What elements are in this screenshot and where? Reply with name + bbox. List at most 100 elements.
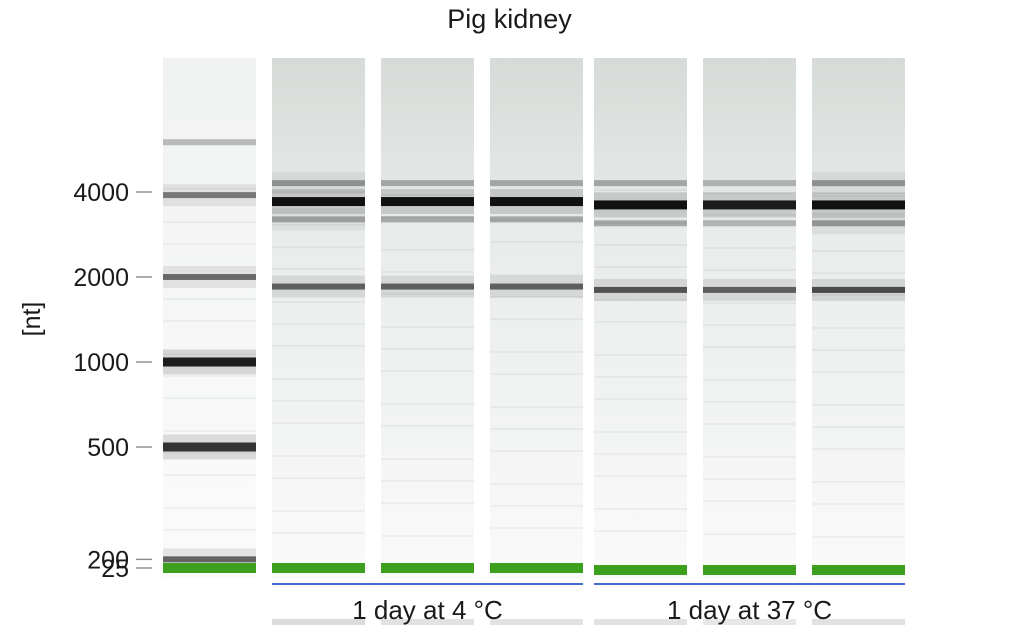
band (163, 274, 256, 280)
smear-line (703, 192, 796, 194)
y-tick-label-200: 200 (87, 546, 129, 574)
band (703, 286, 796, 293)
smear-line (272, 224, 365, 226)
band-halo (594, 278, 687, 287)
lane-background (812, 58, 905, 578)
smear-line (272, 455, 365, 457)
smear-line (594, 376, 687, 378)
smear-line (812, 250, 905, 252)
smear-line (163, 320, 256, 322)
band-halo (381, 289, 474, 298)
smear-line (703, 269, 796, 271)
smear-line (163, 353, 256, 355)
smear-line (381, 502, 474, 504)
band-halo (490, 275, 583, 284)
band (272, 197, 365, 207)
smear-line (490, 450, 583, 452)
marker-band (594, 565, 687, 575)
smear-line (703, 478, 796, 480)
smear-line (812, 371, 905, 373)
band-halo (163, 266, 256, 274)
band-halo (703, 278, 796, 287)
smear-line (812, 426, 905, 428)
smear-line (163, 430, 256, 432)
band-halo (163, 366, 256, 375)
band-halo (812, 192, 905, 201)
smear-line (381, 326, 474, 328)
band (490, 197, 583, 207)
lane-sample-2 (381, 58, 474, 626)
smear-line (272, 268, 365, 270)
band (272, 180, 365, 187)
smear-line (703, 346, 796, 348)
smear-line (381, 249, 474, 251)
lane-background (594, 58, 687, 578)
lane-sample-5 (703, 58, 796, 626)
smear-line (490, 505, 583, 507)
marker-band (490, 563, 583, 573)
smear-line (272, 378, 365, 380)
smear-line (381, 216, 474, 218)
band (812, 180, 905, 187)
smear-line (163, 298, 256, 300)
smear-line (490, 428, 583, 430)
smear-line (381, 348, 474, 350)
smear-line (594, 222, 687, 224)
lane-background (703, 58, 796, 578)
band-halo (272, 289, 365, 298)
band-halo (163, 198, 256, 207)
band-halo (594, 192, 687, 201)
band-halo (272, 189, 365, 198)
lane-background (272, 58, 365, 578)
band (594, 200, 687, 210)
band-halo (272, 206, 365, 215)
lane-ladder (163, 58, 256, 578)
band (272, 216, 365, 223)
smear-line (812, 448, 905, 450)
smear-line (703, 423, 796, 425)
smear-line (703, 214, 796, 216)
band-halo (703, 209, 796, 218)
band (812, 220, 905, 227)
band-halo (272, 172, 365, 181)
y-tick-label-500: 500 (87, 434, 129, 462)
band-halo (272, 275, 365, 284)
band (812, 200, 905, 210)
smear-line (490, 351, 583, 353)
smear-line (594, 431, 687, 433)
smear-line (490, 406, 583, 408)
band (381, 619, 474, 626)
smear-line (812, 327, 905, 329)
band-halo (163, 280, 256, 288)
smear-line (594, 398, 687, 400)
smear-line (272, 345, 365, 347)
band (163, 357, 256, 367)
band (594, 286, 687, 293)
smear-line (381, 293, 474, 295)
smear-line (703, 456, 796, 458)
smear-line (381, 403, 474, 405)
band (812, 286, 905, 293)
smear-line (490, 318, 583, 320)
lane-sample-1 (272, 58, 365, 626)
marker-band (381, 563, 474, 573)
smear-line (381, 480, 474, 482)
smear-line (163, 397, 256, 399)
lane-background (163, 58, 256, 578)
smear-line (163, 529, 256, 531)
smear-line (594, 189, 687, 191)
band-halo (163, 349, 256, 358)
smear-line (812, 481, 905, 483)
band-halo (381, 189, 474, 198)
band (490, 216, 583, 223)
band (703, 220, 796, 227)
lane-sample-3 (490, 58, 583, 626)
marker-band (812, 565, 905, 575)
lane-sample-4 (594, 58, 687, 626)
smear-line (272, 400, 365, 402)
smear-line (381, 535, 474, 537)
band-halo (490, 189, 583, 198)
smear-line (381, 425, 474, 427)
smear-line (703, 379, 796, 381)
smear-line (272, 323, 365, 325)
